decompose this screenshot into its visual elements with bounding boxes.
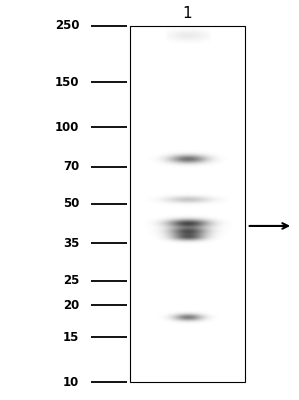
Text: 250: 250 [55, 20, 79, 32]
Text: 100: 100 [55, 121, 79, 134]
Text: 70: 70 [63, 160, 79, 173]
Text: 10: 10 [63, 376, 79, 388]
Text: 35: 35 [63, 237, 79, 250]
Text: 25: 25 [63, 274, 79, 287]
Bar [130, 26, 245, 382]
Text: 50: 50 [63, 198, 79, 210]
Text: 15: 15 [63, 331, 79, 344]
Text: 150: 150 [55, 76, 79, 89]
Text: 20: 20 [63, 299, 79, 312]
Text: 1: 1 [183, 6, 193, 22]
